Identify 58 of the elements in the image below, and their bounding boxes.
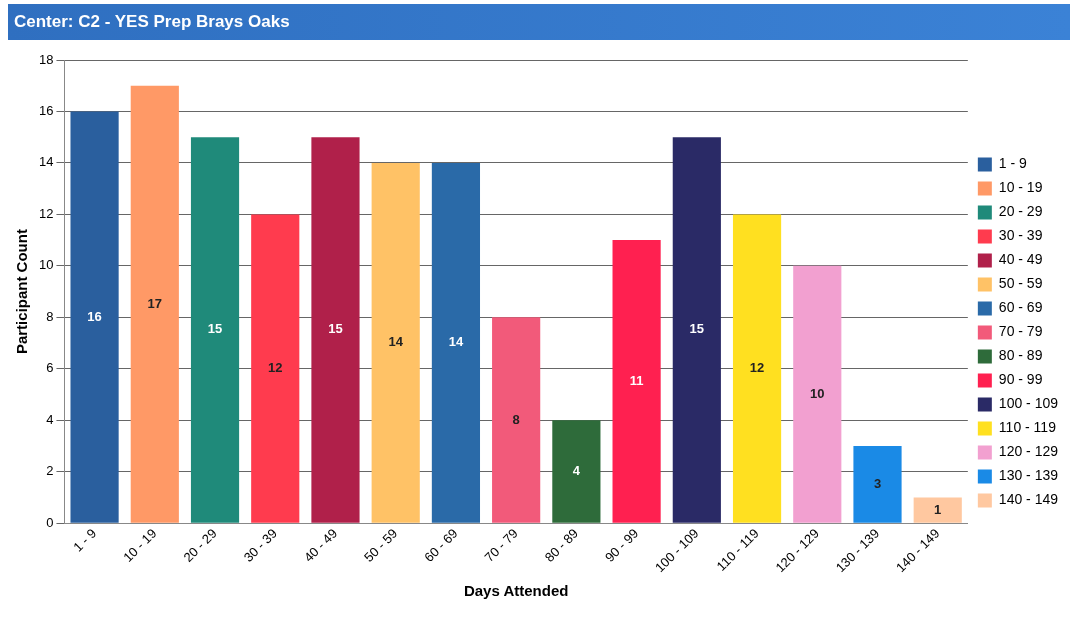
x-tick-label: 110 - 119 [713,525,762,574]
data-label: 11 [629,372,644,388]
x-tick-label: 20 - 29 [180,525,220,565]
legend-label: 80 - 89 [998,347,1043,364]
legend-label: 130 - 139 [998,467,1059,484]
legend-label: 20 - 29 [998,203,1043,220]
y-tick-label: 12 [38,205,54,221]
x-tick-label: 60 - 69 [421,525,461,565]
x-tick-label: 30 - 39 [240,525,280,565]
x-tick-label: 80 - 89 [541,525,582,565]
x-tick-label: 90 - 99 [602,525,642,565]
y-tick-label: 6 [46,360,54,376]
data-label: 12 [268,360,283,376]
data-label: 8 [512,411,520,427]
x-tick-label: 40 - 49 [300,525,341,565]
y-tick-label: 16 [38,103,54,119]
y-tick-label: 8 [46,308,54,324]
data-label: 14 [388,334,404,350]
x-tick-label: 1 - 9 [70,525,100,555]
data-label: 14 [448,334,464,350]
x-tick-label: 120 - 129 [772,525,822,576]
data-label: 10 [810,385,825,401]
y-tick-label: 14 [38,154,54,170]
legend-label: 50 - 59 [998,275,1043,292]
data-label: 15 [207,321,223,337]
data-label: 12 [749,360,765,376]
y-tick-label: 2 [46,463,54,479]
data-label: 3 [873,475,882,491]
legend-label: 10 - 19 [998,179,1043,196]
chart-title: Center: C2 - YES Prep Brays Oaks [8,4,1070,40]
legend-label: 120 - 129 [998,443,1059,460]
data-label: 15 [689,321,705,337]
legend-label: 40 - 49 [998,251,1043,268]
legend-label: 70 - 79 [998,323,1043,340]
y-axis-title: Participant Count [13,229,31,355]
data-label: 15 [328,321,343,337]
x-tick-label: 140 - 149 [892,525,943,576]
x-tick-label: 50 - 59 [361,525,401,565]
data-label: 4 [572,463,581,478]
x-tick-label: 130 - 139 [832,525,883,576]
legend-label: 100 - 109 [998,395,1059,412]
data-label: 17 [147,295,163,311]
data-label: 1 [934,501,942,517]
x-tick-label: 10 - 19 [120,525,160,565]
legend-label: 110 - 119 [998,419,1057,436]
data-label: 16 [87,308,102,324]
y-tick-label: 0 [46,514,54,530]
legend-label: 140 - 149 [998,491,1059,508]
y-tick-label: 10 [38,257,54,273]
x-axis-title: Days Attended [463,582,569,600]
y-tick-label: 4 [46,411,54,427]
x-tick-label: 70 - 79 [481,525,521,565]
legend-label: 30 - 39 [998,227,1043,244]
x-tick-label: 100 - 109 [652,525,702,576]
legend-label: 60 - 69 [998,299,1043,316]
y-tick-label: 18 [38,51,54,67]
legend-label: 90 - 99 [998,371,1043,388]
legend-label: 1 - 9 [998,155,1028,172]
